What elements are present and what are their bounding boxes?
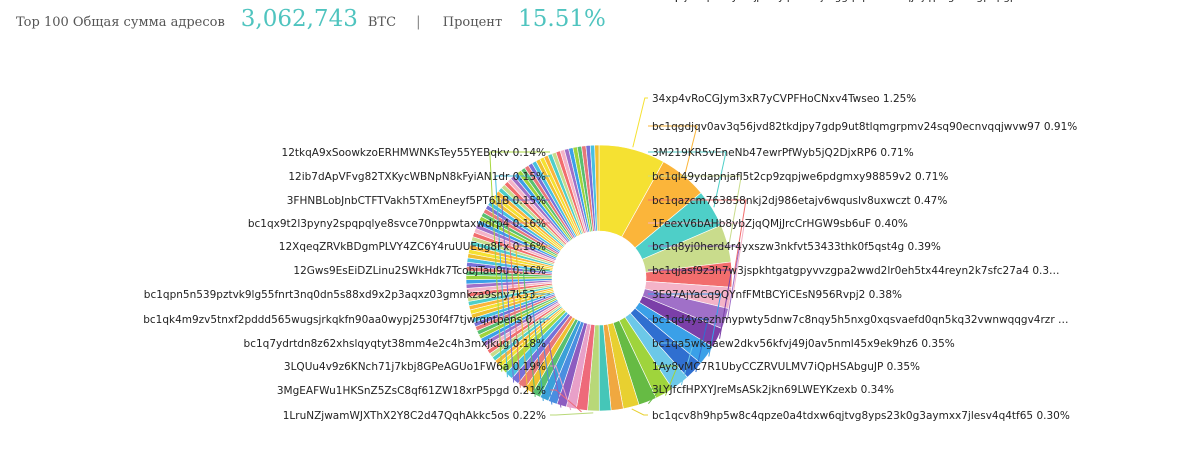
slice-label: 3LQUu4v9z6KNch71j7kbj8GPeAGUo1FW6a 0.19%	[284, 361, 546, 373]
btc-unit: BTC	[367, 15, 397, 30]
header-separator: |	[416, 14, 421, 30]
leader-line	[550, 389, 582, 413]
leader-line	[648, 342, 695, 386]
top100-total-label: Top 100 Общая сумма адресов	[16, 15, 225, 30]
slice-label: 1Ay8vMC7R1UbyCCZRVULMV7iQpHSAbguJP 0.35%	[652, 361, 920, 373]
leader-line	[648, 199, 747, 275]
leader-line	[522, 269, 550, 398]
leader-line	[648, 388, 662, 404]
leader-line	[648, 175, 742, 243]
leader-line	[648, 151, 727, 208]
slice-label: 3MgEAFWu1HKSnZ5ZsC8qf61ZW18xrP5pgd 0.21%	[277, 385, 546, 397]
slice-label: bc1qk4m9zv5tnxf2pddd565wugsjrkqkfn90aa0w…	[143, 314, 546, 326]
leader-line	[648, 245, 741, 320]
pie-slice-other[interactable]	[594, 144, 600, 232]
leader-line	[489, 151, 550, 372]
leader-line	[632, 97, 648, 148]
leader-line	[501, 199, 550, 383]
slice-label: bc1qs5vdqkusz4v7qac8ynx0vt9jrekwuupx2fl5…	[652, 0, 1060, 3]
slice-label: bc1q7ydrtdn8z62xhslqyqtyt38mm4e2c4h3mxjk…	[244, 338, 546, 350]
slice-label: 3FHNBLobJnbCTFTVakh5TXmEneyf5PT61B 0.15%	[287, 195, 546, 207]
leader-line	[631, 408, 648, 416]
leader-line	[550, 365, 572, 411]
leader-line	[648, 318, 709, 373]
slice-label: bc1qcv8h9hp5w8c4qpze0a4tdxw6qjtvg8yps23k…	[652, 410, 1070, 422]
slice-label: bc1q4j7fcl8zx5yl56j00nkqez9zf3f6ggqchwzz…	[652, 0, 1058, 3]
slice-label: bc1qgdjqv0av3q56jvd82tkdjpy7gdp9ut8tlqmg…	[652, 121, 1077, 133]
slice-label: bc1qx9t2l3pyny2spqpqlye8svce70nppwtaxwdr…	[248, 218, 546, 230]
slice-label: 12ib7dApVFvg82TXKycWBNpN8kFyiAN1dr 0.15%	[288, 171, 546, 183]
slice-label: 12tkqA9xSoowkzoERHMWNKsTey55YEBqkv 0.14%	[282, 147, 546, 159]
leader-line	[550, 412, 594, 416]
slice-label: 12XqeqZRVkBDgmPLVY4ZC6Y4ruUUEug8Fx 0.16%	[279, 241, 546, 253]
leader-line	[648, 269, 733, 339]
leader-line	[548, 342, 562, 408]
slice-label: bc1qjasf9z3h7w3jspkhtgatgpyvvzgpa2wwd2lr…	[652, 265, 1060, 277]
slice-label: bc1qa5wkgaew2dkv56kfvj49j0av5nml45x9ek9h…	[652, 338, 955, 350]
slice-label: bc1qazcm763858nkj2dj986etajv6wquslv8uxwc…	[652, 195, 947, 207]
leader-line	[515, 245, 550, 393]
slice-label: 12Gws9EsEiDZLinu2SWkHdk7TcobjTau9u 0.16%	[293, 265, 546, 277]
leader-line	[648, 125, 698, 175]
leader-line	[648, 222, 746, 299]
slice-label: bc1q8yj0herd4r4yxszw3nkfvt53433thk0f5qst…	[652, 241, 941, 253]
leader-line	[530, 293, 550, 402]
summary-header: Top 100 Общая сумма адресов 3,062,743 BT…	[16, 6, 616, 40]
leader-line	[494, 175, 550, 378]
total-btc-value: 3,062,743	[240, 6, 358, 32]
leader-line	[507, 222, 550, 388]
leader-line	[648, 293, 722, 357]
slice-label: 1FeexV6bAHb8ybZjqQMjJrcCrHGW9sb6uF 0.40%	[652, 218, 908, 230]
slice-label: 3LYJfcfHPXYJreMsASk2jkn69LWEYKzexb 0.34%	[652, 384, 894, 396]
leader-line	[648, 365, 679, 396]
slice-label: bc1qpn5n539pztvk9lg55fnrt3nq0dn5s88xd9x2…	[144, 289, 546, 301]
slice-label: bc1ql49ydapnjafl5t2cp9zqpjwe6pdgmxy98859…	[652, 171, 948, 183]
slice-label: 1LruNZjwamWJXThX2Y8C2d47QqhAkkc5os 0.22%	[283, 410, 546, 422]
leader-line	[539, 318, 553, 405]
slice-label: 34xp4vRoCGJym3xR7yCVPFHoCNxv4Twseo 1.25%	[652, 93, 916, 105]
slice-label: bc1qd4ysezhmypwty5dnw7c8nqy5h5nxg0xqsvae…	[652, 314, 1068, 326]
percent-label: Процент	[442, 15, 503, 30]
percent-value: 15.51%	[518, 6, 606, 32]
slice-label: 3E97AjYaCq9QYnfFMtBCYiCEsN956Rvpj2 0.38%	[652, 289, 902, 301]
slice-label: 3M219KR5vEneNb47ewrPfWyb5jQ2DjxRP6 0.71%	[652, 147, 914, 159]
